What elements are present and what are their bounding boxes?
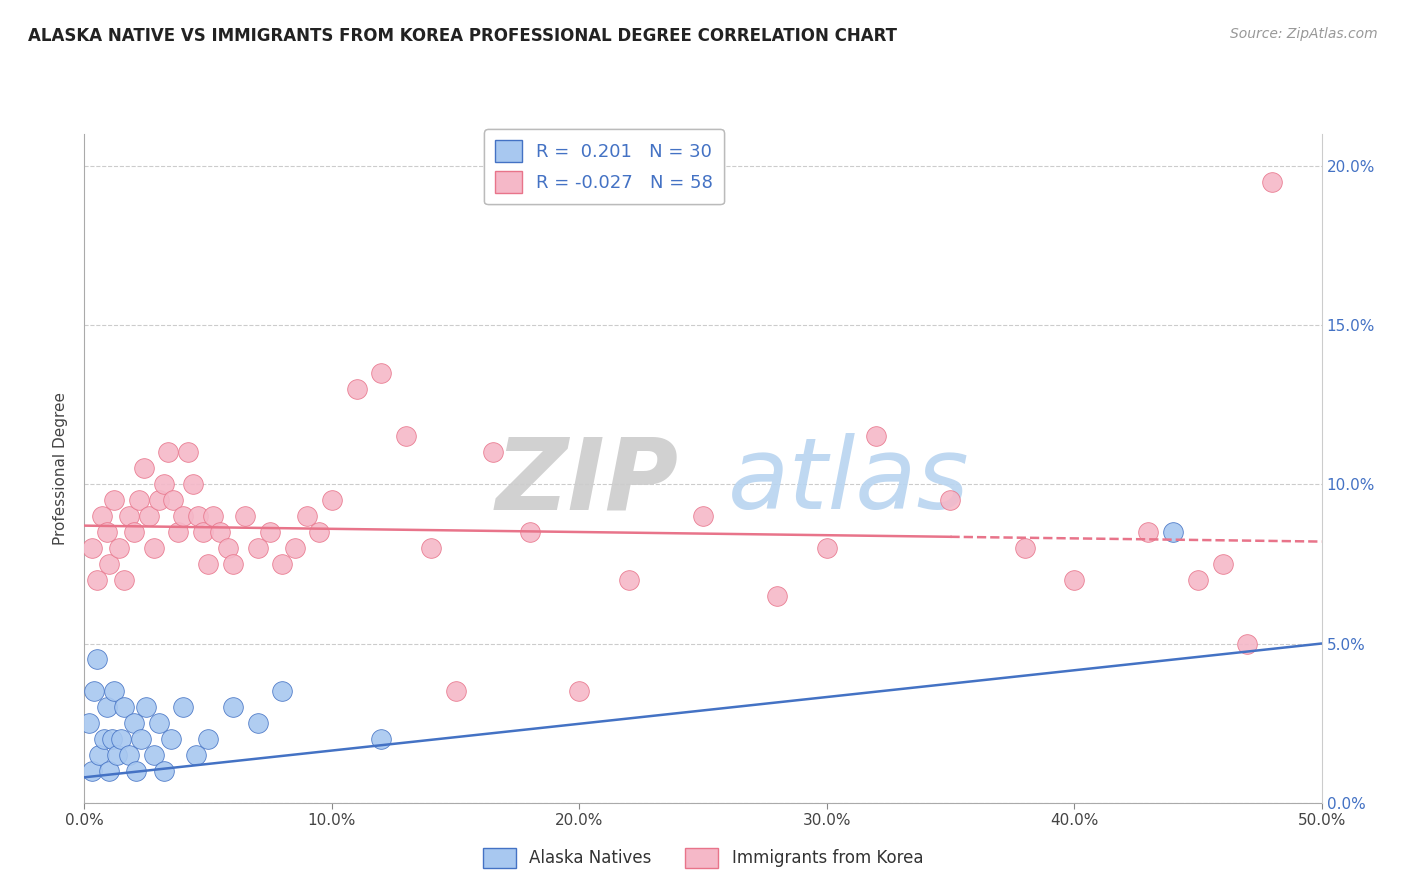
Point bbox=[89, 747, 111, 762]
Point bbox=[1261, 175, 1284, 189]
Point bbox=[181, 477, 204, 491]
Point bbox=[152, 477, 174, 491]
Y-axis label: Professional Degree: Professional Degree bbox=[53, 392, 69, 545]
Point bbox=[321, 493, 343, 508]
Point bbox=[86, 573, 108, 587]
Point bbox=[271, 557, 294, 571]
Point bbox=[568, 684, 591, 698]
Point bbox=[98, 557, 121, 571]
Point bbox=[346, 382, 368, 396]
Point bbox=[152, 764, 174, 778]
Point bbox=[187, 509, 209, 524]
Point bbox=[1212, 557, 1234, 571]
Point bbox=[96, 700, 118, 714]
Point bbox=[142, 541, 165, 555]
Point bbox=[692, 509, 714, 524]
Point bbox=[370, 366, 392, 380]
Point bbox=[96, 524, 118, 539]
Point bbox=[419, 541, 441, 555]
Text: Source: ZipAtlas.com: Source: ZipAtlas.com bbox=[1230, 27, 1378, 41]
Point bbox=[162, 493, 184, 508]
Point bbox=[160, 732, 183, 747]
Point bbox=[79, 716, 101, 731]
Point bbox=[122, 716, 145, 731]
Point bbox=[100, 732, 122, 747]
Point bbox=[148, 716, 170, 731]
Point bbox=[259, 524, 281, 539]
Text: ALASKA NATIVE VS IMMIGRANTS FROM KOREA PROFESSIONAL DEGREE CORRELATION CHART: ALASKA NATIVE VS IMMIGRANTS FROM KOREA P… bbox=[28, 27, 897, 45]
Point bbox=[103, 684, 125, 698]
Text: atlas: atlas bbox=[728, 434, 969, 530]
Point bbox=[135, 700, 157, 714]
Point bbox=[1137, 524, 1160, 539]
Point bbox=[138, 509, 160, 524]
Legend: Alaska Natives, Immigrants from Korea: Alaska Natives, Immigrants from Korea bbox=[477, 841, 929, 875]
Point bbox=[197, 732, 219, 747]
Point bbox=[519, 524, 541, 539]
Point bbox=[222, 557, 245, 571]
Point bbox=[1236, 636, 1258, 650]
Point bbox=[444, 684, 467, 698]
Point bbox=[125, 764, 148, 778]
Point bbox=[93, 732, 115, 747]
Point bbox=[308, 524, 330, 539]
Point bbox=[222, 700, 245, 714]
Point bbox=[1187, 573, 1209, 587]
Text: ZIP: ZIP bbox=[495, 434, 678, 530]
Point bbox=[481, 445, 503, 459]
Point bbox=[209, 524, 232, 539]
Point bbox=[108, 541, 131, 555]
Point bbox=[172, 509, 194, 524]
Point bbox=[233, 509, 256, 524]
Point bbox=[1161, 524, 1184, 539]
Point bbox=[1014, 541, 1036, 555]
Point bbox=[395, 429, 418, 443]
Point bbox=[103, 493, 125, 508]
Point bbox=[142, 747, 165, 762]
Point bbox=[80, 541, 103, 555]
Point bbox=[370, 732, 392, 747]
Point bbox=[110, 732, 132, 747]
Point bbox=[246, 716, 269, 731]
Legend: R =  0.201   N = 30, R = -0.027   N = 58: R = 0.201 N = 30, R = -0.027 N = 58 bbox=[484, 129, 724, 204]
Point bbox=[90, 509, 112, 524]
Point bbox=[191, 524, 214, 539]
Point bbox=[246, 541, 269, 555]
Point bbox=[157, 445, 180, 459]
Point bbox=[217, 541, 239, 555]
Point bbox=[118, 509, 141, 524]
Point bbox=[284, 541, 307, 555]
Point bbox=[271, 684, 294, 698]
Point bbox=[122, 524, 145, 539]
Point bbox=[98, 764, 121, 778]
Point bbox=[129, 732, 152, 747]
Point bbox=[865, 429, 887, 443]
Point bbox=[815, 541, 838, 555]
Point bbox=[617, 573, 640, 587]
Point bbox=[80, 764, 103, 778]
Point bbox=[118, 747, 141, 762]
Point bbox=[766, 589, 789, 603]
Point bbox=[105, 747, 128, 762]
Point bbox=[202, 509, 225, 524]
Point bbox=[112, 573, 135, 587]
Point bbox=[148, 493, 170, 508]
Point bbox=[197, 557, 219, 571]
Point bbox=[86, 652, 108, 666]
Point bbox=[128, 493, 150, 508]
Point bbox=[939, 493, 962, 508]
Point bbox=[184, 747, 207, 762]
Point bbox=[1063, 573, 1085, 587]
Point bbox=[167, 524, 190, 539]
Point bbox=[177, 445, 200, 459]
Point bbox=[83, 684, 105, 698]
Point bbox=[112, 700, 135, 714]
Point bbox=[132, 461, 155, 475]
Point bbox=[295, 509, 318, 524]
Point bbox=[172, 700, 194, 714]
